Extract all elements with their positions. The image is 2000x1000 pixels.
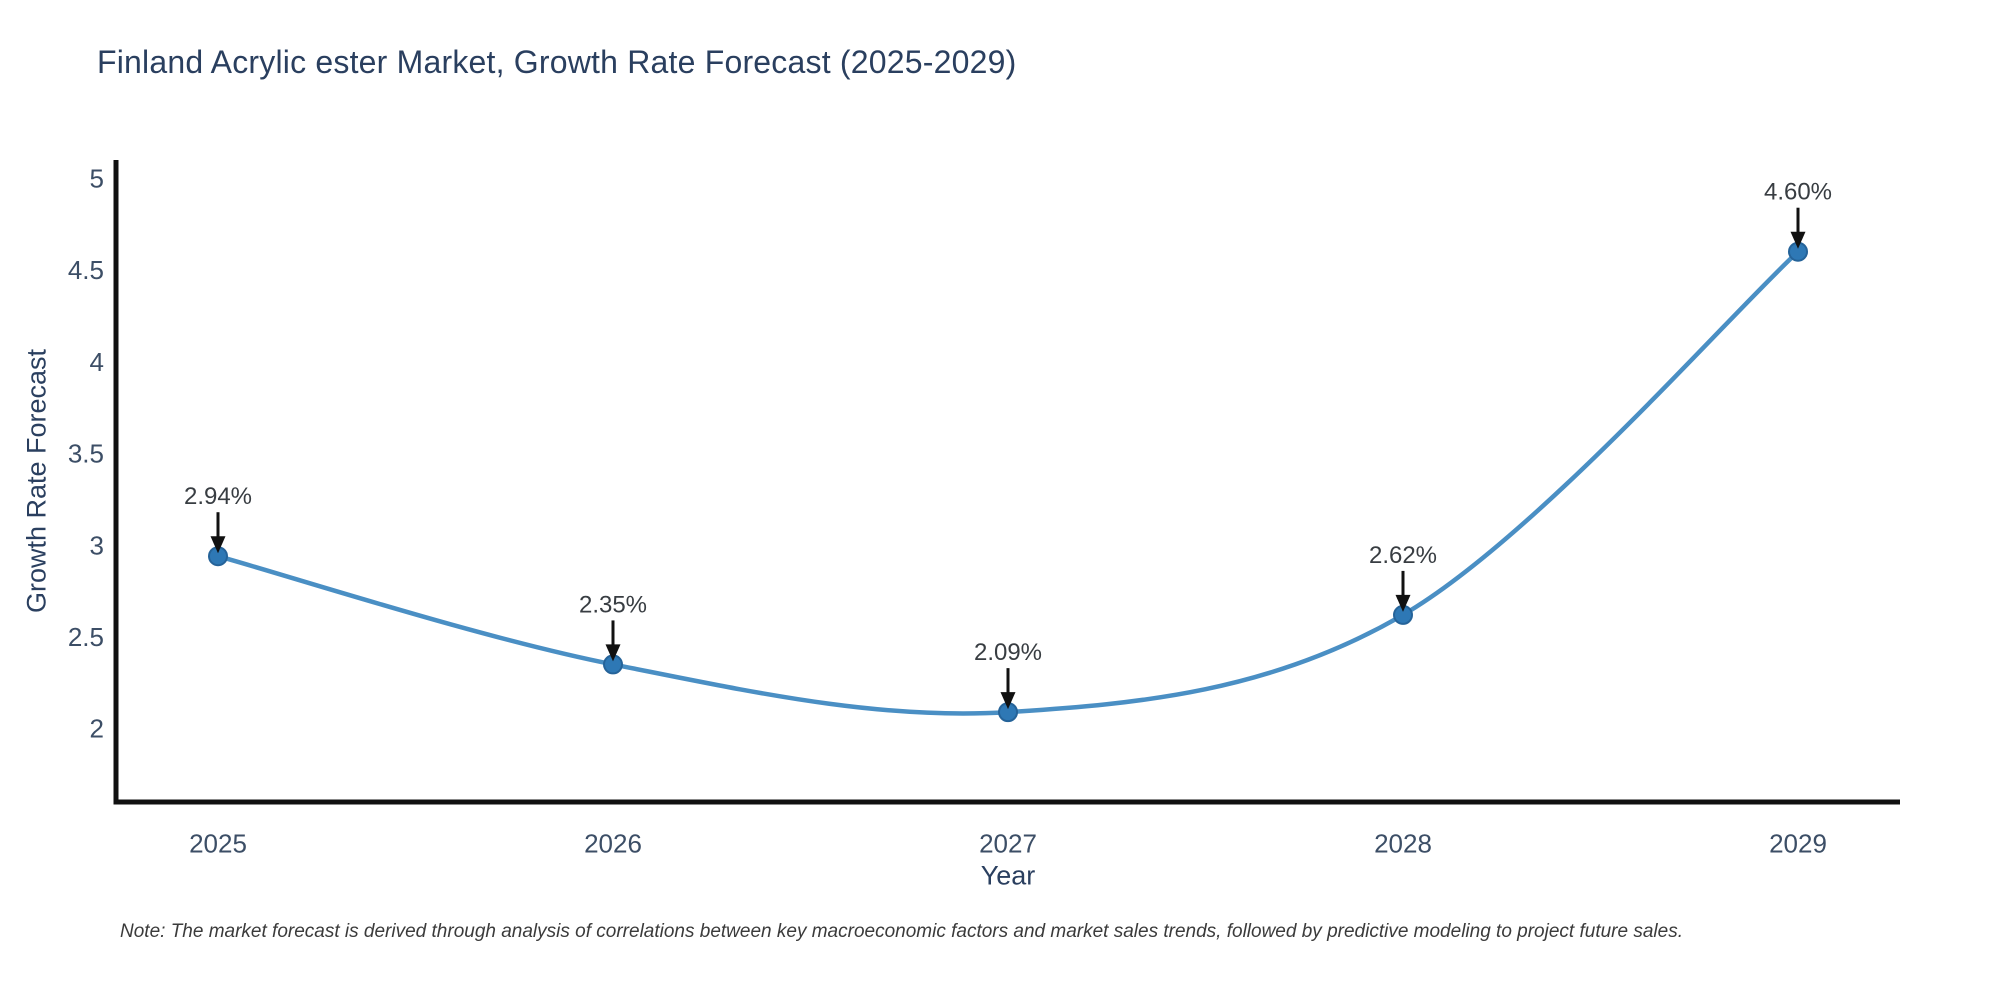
annotation-arrow-head [1000,692,1016,710]
annotation-label: 2.09% [974,639,1042,666]
annotation-label: 4.60% [1764,179,1832,206]
annotation-arrow-head [1790,231,1806,249]
y-axis-tick-label: 3.5 [68,439,104,469]
x-axis-tick-label: 2029 [1769,829,1827,859]
annotation-arrow-head [210,536,226,554]
x-axis-tick-label: 2026 [584,829,642,859]
annotation-label: 2.62% [1369,542,1437,569]
x-axis-tick-label: 2027 [979,829,1037,859]
annotation-label: 2.94% [184,483,252,510]
y-axis-tick-label: 4.5 [68,255,104,285]
y-axis-tick-label: 2.5 [68,622,104,652]
chart-title: Finland Acrylic ester Market, Growth Rat… [97,44,1017,80]
x-axis-tick-label: 2025 [189,829,247,859]
annotation-arrow-head [1395,594,1411,612]
y-axis-tick-label: 2 [90,714,104,744]
annotation-arrow-head [605,644,621,662]
y-axis-tick-label: 3 [90,530,104,560]
annotation-label: 2.35% [579,591,647,618]
x-axis-tick-label: 2028 [1374,829,1432,859]
footnote: Note: The market forecast is derived thr… [120,921,1683,942]
x-axis-label: Year [980,860,1036,891]
y-axis-tick-label: 5 [90,163,104,193]
y-axis-tick-label: 4 [90,347,104,377]
